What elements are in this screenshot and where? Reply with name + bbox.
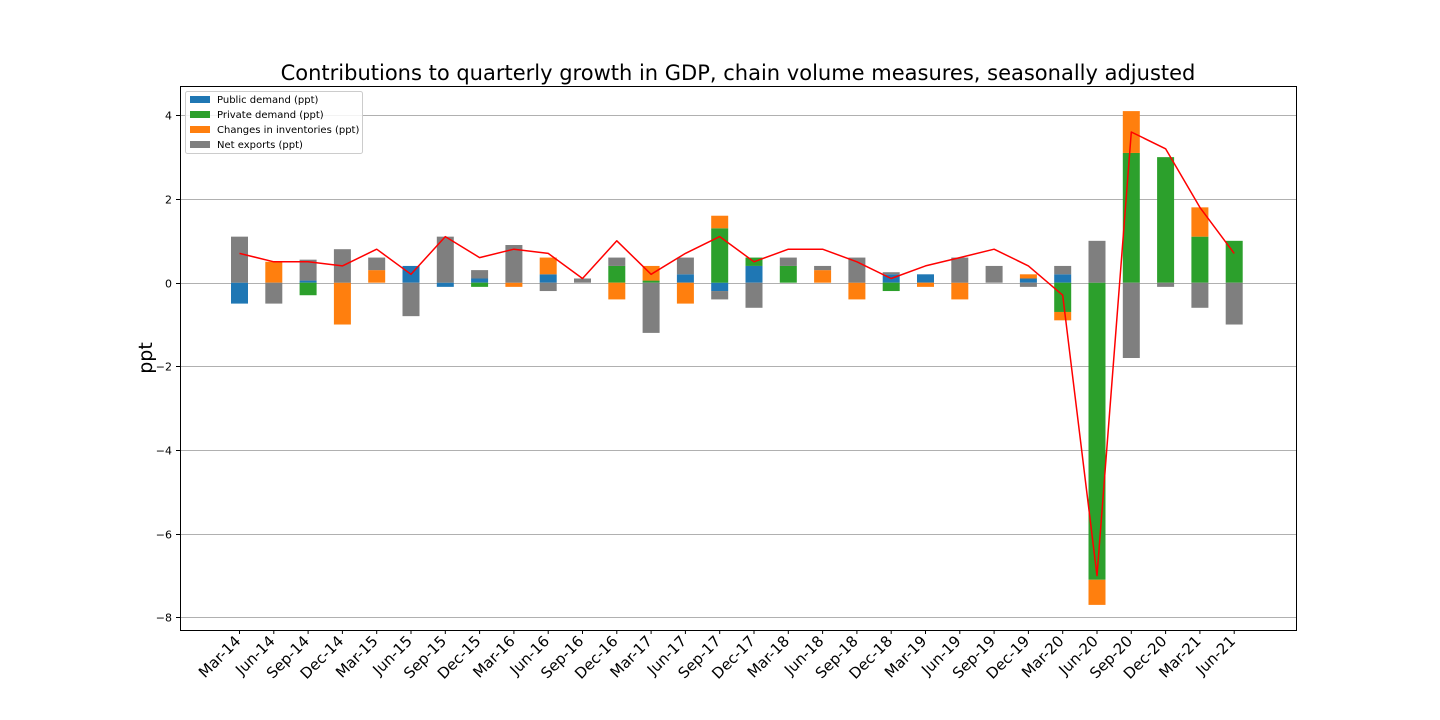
bar-net-exports-jun-17	[676, 257, 694, 275]
bar-public-demand-sep-14	[299, 280, 317, 283]
bar-changes-in-inventories-mar-15	[368, 270, 386, 283]
total-growth-line	[239, 131, 1235, 577]
legend-swatch	[190, 126, 210, 133]
plot-frame	[180, 86, 1297, 631]
legend-swatch	[190, 111, 210, 118]
bar-net-exports-dec-20	[1157, 282, 1175, 287]
bar-changes-in-inventories-jun-16	[539, 257, 557, 275]
bar-public-demand-dec-19	[1019, 278, 1037, 283]
bar-net-exports-jun-16	[539, 282, 557, 292]
bar-public-demand-mar-14	[231, 282, 248, 304]
legend-swatch	[190, 141, 210, 148]
bar-net-exports-mar-15	[368, 257, 386, 271]
y-tick-label: −6	[156, 529, 172, 542]
bar-public-demand-jun-16	[539, 274, 557, 283]
bar-net-exports-sep-19	[985, 265, 1003, 283]
legend: Public demand (ppt) Private demand (ppt) C…	[185, 91, 363, 154]
bar-net-exports-sep-20	[1122, 282, 1140, 358]
bar-private-demand-dec-20	[1157, 157, 1175, 283]
bar-changes-in-inventories-dec-16	[608, 282, 626, 300]
bar-public-demand-mar-20	[1054, 274, 1072, 283]
y-tick-label: 0	[165, 278, 172, 291]
bar-net-exports-dec-17	[745, 282, 763, 308]
y-tick-label: −8	[156, 612, 172, 625]
bar-net-exports-dec-16	[608, 257, 626, 266]
bar-net-exports-dec-19	[1019, 282, 1037, 287]
bar-net-exports-mar-18	[779, 257, 797, 266]
bar-net-exports-mar-17	[642, 282, 660, 333]
bar-changes-in-inventories-sep-17	[711, 215, 729, 229]
bar-private-demand-mar-17	[642, 280, 660, 283]
bar-net-exports-dec-18	[882, 272, 900, 275]
y-tick-label: −2	[156, 361, 172, 374]
bar-public-demand-dec-17	[745, 265, 763, 283]
legend-label: Net exports (ppt)	[217, 140, 303, 151]
bar-net-exports-mar-20	[1054, 265, 1072, 275]
bar-public-demand-dec-15	[471, 278, 489, 283]
legend-label: Private demand (ppt)	[217, 110, 324, 121]
grid-lines	[180, 115, 1296, 618]
bar-changes-in-inventories-mar-16	[505, 282, 523, 287]
bar-changes-in-inventories-mar-21	[1191, 207, 1209, 237]
bar-net-exports-sep-16	[574, 278, 591, 283]
y-tick-label: −4	[156, 445, 172, 458]
bar-net-exports-dec-15	[471, 270, 489, 279]
bar-net-exports-sep-15	[436, 236, 454, 283]
bar-changes-in-inventories-jun-19	[951, 282, 969, 300]
bar-net-exports-jun-20	[1088, 240, 1106, 283]
bar-net-exports-mar-16	[505, 245, 523, 283]
bar-private-demand-dec-18	[882, 282, 900, 292]
y-tick-label: 2	[165, 194, 172, 207]
bar-net-exports-jun-14	[265, 282, 283, 304]
bar-changes-in-inventories-jun-14	[265, 261, 283, 283]
bar-changes-in-inventories-mar-20	[1054, 311, 1072, 321]
bar-public-demand-sep-17	[711, 282, 729, 292]
bar-changes-in-inventories-jun-17	[676, 282, 694, 304]
bar-private-demand-sep-14	[299, 282, 317, 296]
bar-net-exports-sep-17	[711, 291, 729, 300]
legend-label: Public demand (ppt)	[217, 95, 319, 106]
bar-stacks	[231, 111, 1243, 605]
y-axis-label: ppt	[135, 342, 157, 374]
bar-private-demand-dec-15	[471, 282, 489, 287]
bar-net-exports-mar-21	[1191, 282, 1209, 308]
legend-box	[185, 91, 363, 154]
bar-net-exports-mar-14	[231, 236, 248, 283]
bar-public-demand-mar-19	[917, 274, 934, 283]
bar-private-demand-dec-16	[608, 265, 626, 283]
chart-title: Contributions to quarterly growth in GDP…	[281, 61, 1196, 85]
bar-private-demand-jun-21	[1225, 240, 1243, 283]
bar-changes-in-inventories-jun-18	[814, 270, 832, 283]
bar-changes-in-inventories-dec-19	[1019, 274, 1037, 279]
y-axis: 4 2 0 −2 −4 −6 −8	[156, 110, 180, 625]
bar-private-demand-mar-18	[779, 265, 797, 283]
bar-changes-in-inventories-mar-19	[917, 282, 934, 287]
bar-net-exports-jun-15	[402, 282, 420, 317]
bar-net-exports-jun-19	[951, 257, 969, 283]
bar-net-exports-jun-18	[814, 265, 832, 271]
bar-public-demand-sep-15	[436, 282, 454, 287]
bar-private-demand-mar-21	[1191, 236, 1209, 283]
bar-net-exports-jun-21	[1225, 282, 1243, 325]
bar-private-demand-jun-20	[1088, 282, 1106, 580]
bar-changes-in-inventories-sep-18	[848, 282, 866, 300]
bar-private-demand-sep-17	[711, 228, 729, 283]
legend-swatch	[190, 96, 210, 103]
bar-public-demand-jun-17	[676, 274, 694, 283]
legend-label: Changes in inventories (ppt)	[217, 125, 359, 136]
bar-net-exports-sep-14	[299, 259, 317, 281]
bar-changes-in-inventories-jun-20	[1088, 579, 1106, 605]
bar-changes-in-inventories-dec-14	[333, 282, 351, 325]
y-tick-label: 4	[165, 110, 172, 123]
total-growth-polyline	[239, 131, 1235, 577]
